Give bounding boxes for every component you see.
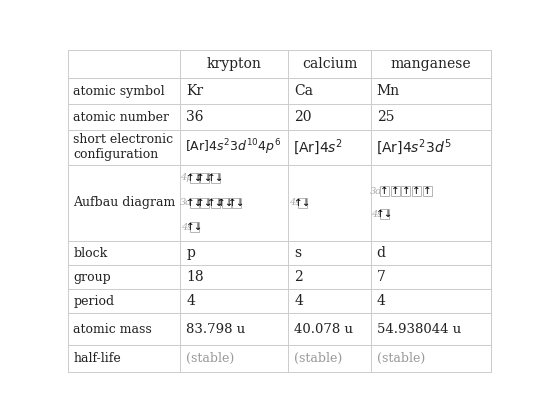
Text: 4: 4 bbox=[294, 294, 303, 308]
Bar bbox=[211, 198, 220, 208]
Text: calcium: calcium bbox=[302, 57, 357, 71]
Text: d: d bbox=[377, 246, 385, 260]
Text: manganese: manganese bbox=[391, 57, 471, 71]
Text: (stable): (stable) bbox=[294, 352, 342, 365]
Text: 3d: 3d bbox=[180, 199, 192, 207]
Text: group: group bbox=[73, 271, 111, 284]
Text: p: p bbox=[186, 246, 195, 260]
Text: ↑↓: ↑↓ bbox=[196, 173, 213, 183]
Text: ↑↓: ↑↓ bbox=[207, 198, 224, 208]
Text: ↑↓: ↑↓ bbox=[186, 173, 203, 183]
Text: short electronic
configuration: short electronic configuration bbox=[73, 133, 174, 161]
Text: 25: 25 bbox=[377, 110, 394, 124]
Text: (stable): (stable) bbox=[377, 352, 425, 365]
Text: ↑: ↑ bbox=[391, 186, 400, 196]
Text: 2: 2 bbox=[294, 270, 303, 284]
Bar bbox=[412, 186, 421, 196]
Text: atomic symbol: atomic symbol bbox=[73, 84, 165, 98]
Text: $\mathregular{[Ar]4}s^2\mathregular{3}d^{10}\mathregular{4}p^6$: $\mathregular{[Ar]4}s^2\mathregular{3}d^… bbox=[186, 138, 282, 157]
Bar bbox=[211, 173, 220, 183]
Bar bbox=[190, 198, 199, 208]
Bar bbox=[391, 186, 400, 196]
Text: ↑: ↑ bbox=[423, 186, 431, 196]
Text: ↑↓: ↑↓ bbox=[186, 222, 203, 232]
Text: atomic number: atomic number bbox=[73, 111, 169, 124]
Bar bbox=[190, 173, 199, 183]
Text: half-life: half-life bbox=[73, 352, 121, 365]
Text: Ca: Ca bbox=[294, 84, 313, 98]
Text: Aufbau diagram: Aufbau diagram bbox=[73, 196, 176, 209]
Text: 54.938044 u: 54.938044 u bbox=[377, 323, 461, 336]
Text: atomic mass: atomic mass bbox=[73, 323, 152, 336]
Text: ↑: ↑ bbox=[412, 186, 421, 196]
Bar bbox=[423, 186, 431, 196]
Bar bbox=[200, 198, 209, 208]
Text: ↑↓: ↑↓ bbox=[217, 198, 235, 208]
Text: 4: 4 bbox=[186, 294, 195, 308]
Text: ↑↓: ↑↓ bbox=[294, 198, 311, 208]
Text: 18: 18 bbox=[186, 270, 204, 284]
Text: ↑: ↑ bbox=[381, 186, 389, 196]
Text: ↑↓: ↑↓ bbox=[207, 173, 224, 183]
Text: block: block bbox=[73, 247, 108, 260]
Bar bbox=[381, 209, 389, 219]
Text: Mn: Mn bbox=[377, 84, 400, 98]
Bar bbox=[200, 173, 209, 183]
Text: 4p: 4p bbox=[180, 173, 192, 182]
Text: krypton: krypton bbox=[207, 57, 262, 71]
Bar bbox=[222, 198, 230, 208]
Bar bbox=[401, 186, 411, 196]
Text: 4: 4 bbox=[377, 294, 385, 308]
Bar bbox=[381, 186, 389, 196]
Text: 4s: 4s bbox=[289, 199, 300, 207]
Text: (stable): (stable) bbox=[186, 352, 235, 365]
Text: Kr: Kr bbox=[186, 84, 204, 98]
Text: s: s bbox=[294, 246, 301, 260]
Text: period: period bbox=[73, 295, 115, 308]
Text: $\mathregular{[Ar]4}s^2\mathregular{3}d^5$: $\mathregular{[Ar]4}s^2\mathregular{3}d^… bbox=[376, 138, 452, 157]
Bar bbox=[190, 222, 199, 232]
Text: 83.798 u: 83.798 u bbox=[186, 323, 246, 336]
Text: 36: 36 bbox=[186, 110, 204, 124]
Text: ↑↓: ↑↓ bbox=[376, 209, 394, 219]
Text: ↑↓: ↑↓ bbox=[196, 198, 213, 208]
Bar bbox=[298, 198, 307, 208]
Text: ↑↓: ↑↓ bbox=[186, 198, 203, 208]
Text: 7: 7 bbox=[377, 270, 385, 284]
Text: ↑: ↑ bbox=[401, 186, 410, 196]
Bar bbox=[232, 198, 241, 208]
Text: ↑↓: ↑↓ bbox=[228, 198, 245, 208]
Text: 3d: 3d bbox=[370, 187, 383, 196]
Text: 40.078 u: 40.078 u bbox=[294, 323, 353, 336]
Text: 4s: 4s bbox=[371, 210, 383, 219]
Text: $\mathregular{[Ar]4}s^2$: $\mathregular{[Ar]4}s^2$ bbox=[293, 138, 343, 157]
Text: 4s: 4s bbox=[181, 223, 192, 232]
Text: 20: 20 bbox=[294, 110, 312, 124]
